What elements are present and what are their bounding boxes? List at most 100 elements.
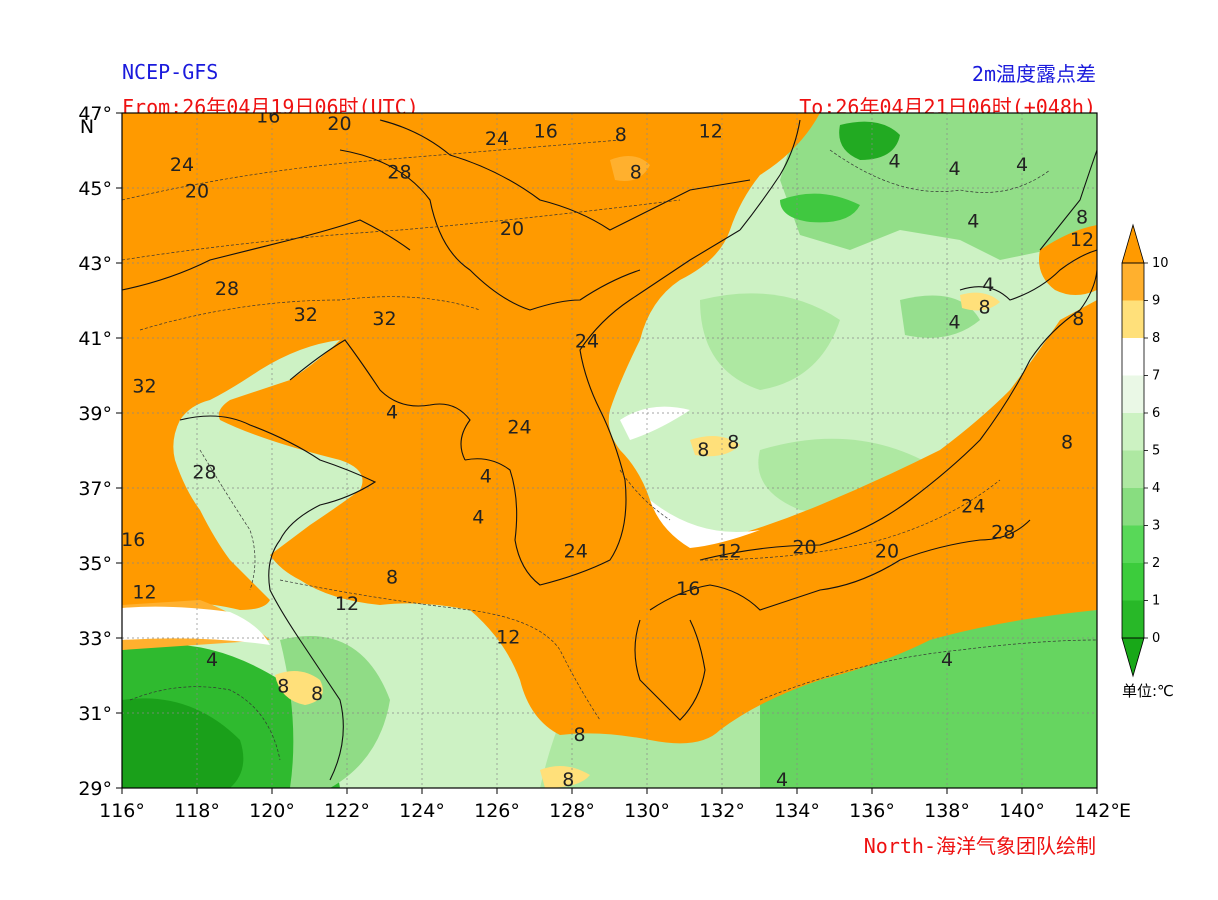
contour-value-label: 4 bbox=[1016, 154, 1028, 176]
colorbar-level-label: 0 bbox=[1152, 631, 1160, 646]
contour-value-label: 12 bbox=[132, 582, 156, 604]
lat-unit-label: N bbox=[80, 116, 94, 138]
colorbar-level-label: 2 bbox=[1152, 556, 1160, 571]
colorbar: 0 1 2 3 4 5 6 7 8 9 10 bbox=[1121, 223, 1169, 678]
lat-tick-label: 43° bbox=[78, 253, 112, 275]
colorbar-segment bbox=[1122, 525, 1144, 563]
contour-value-label: 8 bbox=[386, 567, 398, 589]
contour-value-label: 20 bbox=[792, 537, 816, 559]
colorbar-segment bbox=[1122, 263, 1144, 301]
contour-value-label: 4 bbox=[472, 507, 484, 529]
contour-value-label: 4 bbox=[982, 274, 994, 296]
lon-tick-label: 142° bbox=[1074, 800, 1120, 822]
lat-tick-label: 29° bbox=[78, 778, 112, 800]
lon-tick-label: 134° bbox=[774, 800, 820, 822]
contour-value-label: 16 bbox=[121, 529, 145, 551]
plot-frame bbox=[121, 112, 1098, 789]
colorbar-extend-top bbox=[1121, 223, 1145, 264]
colorbar-segment bbox=[1122, 563, 1144, 601]
colorbar-segment bbox=[1122, 375, 1144, 413]
lon-tick-label: 130° bbox=[624, 800, 670, 822]
lat-tick-label: 33° bbox=[78, 628, 112, 650]
contour-lines bbox=[122, 139, 1097, 761]
contour-value-label: 8 bbox=[978, 297, 990, 319]
contour-value-label: 12 bbox=[717, 540, 741, 562]
contour-value-label: 24 bbox=[575, 330, 599, 352]
contour-value-label: 4 bbox=[948, 312, 960, 334]
colorbar-unit-label: 单位:℃ bbox=[1122, 682, 1174, 700]
contour-value-label: 8 bbox=[630, 162, 642, 184]
variable-title: 2m温度露点差 bbox=[971, 62, 1096, 86]
contour-value-label: 12 bbox=[496, 627, 520, 649]
colorbar-segment bbox=[1122, 450, 1144, 488]
contour-value-label: 4 bbox=[386, 402, 398, 424]
contour-value-label: 12 bbox=[335, 593, 359, 615]
contour-value-label: 8 bbox=[697, 439, 709, 461]
colorbar-extend-bottom bbox=[1121, 637, 1145, 678]
contour-value-label: 12 bbox=[1070, 229, 1094, 251]
contour-value-label: 20 bbox=[875, 540, 899, 562]
contour-value-label: 24 bbox=[485, 128, 509, 150]
lon-tick-label: 124° bbox=[399, 800, 445, 822]
contour-value-label: 12 bbox=[699, 120, 723, 142]
contour-value-label: 20 bbox=[327, 113, 351, 135]
lat-tick-label: 31° bbox=[78, 703, 112, 725]
contour-value-label: 16 bbox=[256, 105, 280, 127]
contour-value-label: 28 bbox=[991, 522, 1015, 544]
contour-value-label: 8 bbox=[573, 724, 585, 746]
contour-value-label: 28 bbox=[192, 462, 216, 484]
contour-value-label: 4 bbox=[967, 210, 979, 232]
colorbar-level-label: 3 bbox=[1152, 519, 1160, 534]
contour-value-label: 16 bbox=[676, 578, 700, 600]
contour-value-label: 24 bbox=[507, 417, 531, 439]
colorbar-level-label: 8 bbox=[1152, 331, 1160, 346]
lat-tick-label: 41° bbox=[78, 328, 112, 350]
colorbar-level-label: 7 bbox=[1152, 369, 1160, 384]
contour-value-label: 8 bbox=[1072, 308, 1084, 330]
contour-value-label: 8 bbox=[1076, 207, 1088, 229]
colorbar-level-label: 6 bbox=[1152, 406, 1160, 421]
contour-value-label: 4 bbox=[206, 649, 218, 671]
colorbar-level-label: 10 bbox=[1152, 256, 1169, 271]
contour-value-label: 24 bbox=[564, 540, 588, 562]
lat-tick-label: 39° bbox=[78, 403, 112, 425]
lon-tick-label: 120° bbox=[249, 800, 295, 822]
colorbar-segment bbox=[1122, 488, 1144, 526]
contour-value-label: 8 bbox=[562, 769, 574, 791]
lon-tick-label: 138° bbox=[924, 800, 970, 822]
colorbar-level-label: 5 bbox=[1152, 444, 1160, 459]
lat-tick-label: 47° bbox=[78, 103, 112, 125]
colorbar-segment bbox=[1122, 600, 1144, 638]
contour-value-label: 8 bbox=[615, 124, 627, 146]
model-title: NCEP-GFS bbox=[122, 60, 219, 84]
lat-tick-label: 45° bbox=[78, 178, 112, 200]
contour-value-label: 8 bbox=[1061, 432, 1073, 454]
contour-value-label: 28 bbox=[387, 162, 411, 184]
contour-value-label: 4 bbox=[948, 158, 960, 180]
contour-value-label: 4 bbox=[888, 150, 900, 172]
contour-value-label: 32 bbox=[294, 304, 318, 326]
lon-tick-label: 140° bbox=[999, 800, 1045, 822]
contour-value-label: 20 bbox=[500, 218, 524, 240]
contour-value-label: 32 bbox=[372, 308, 396, 330]
lon-tick-label: 126° bbox=[474, 800, 520, 822]
contour-value-label: 24 bbox=[961, 495, 985, 517]
coastlines bbox=[122, 119, 1097, 781]
contour-value-label: 24 bbox=[170, 154, 194, 176]
lon-tick-label: 132° bbox=[699, 800, 745, 822]
contour-value-label: 4 bbox=[480, 465, 492, 487]
lon-unit-label: E bbox=[1119, 800, 1131, 822]
colorbar-segment bbox=[1122, 338, 1144, 376]
lat-tick-label: 37° bbox=[78, 478, 112, 500]
contour-value-label: 32 bbox=[132, 375, 156, 397]
contour-value-label: 4 bbox=[776, 769, 788, 791]
colorbar-segment bbox=[1122, 413, 1144, 451]
colorbar-level-label: 1 bbox=[1152, 594, 1160, 609]
colorbar-level-label: 4 bbox=[1152, 481, 1160, 496]
contour-value-label: 20 bbox=[185, 180, 209, 202]
lon-tick-label: 136° bbox=[849, 800, 895, 822]
credit-label: North-海洋气象团队绘制 bbox=[863, 834, 1096, 858]
colorbar-level-label: 9 bbox=[1152, 294, 1160, 309]
